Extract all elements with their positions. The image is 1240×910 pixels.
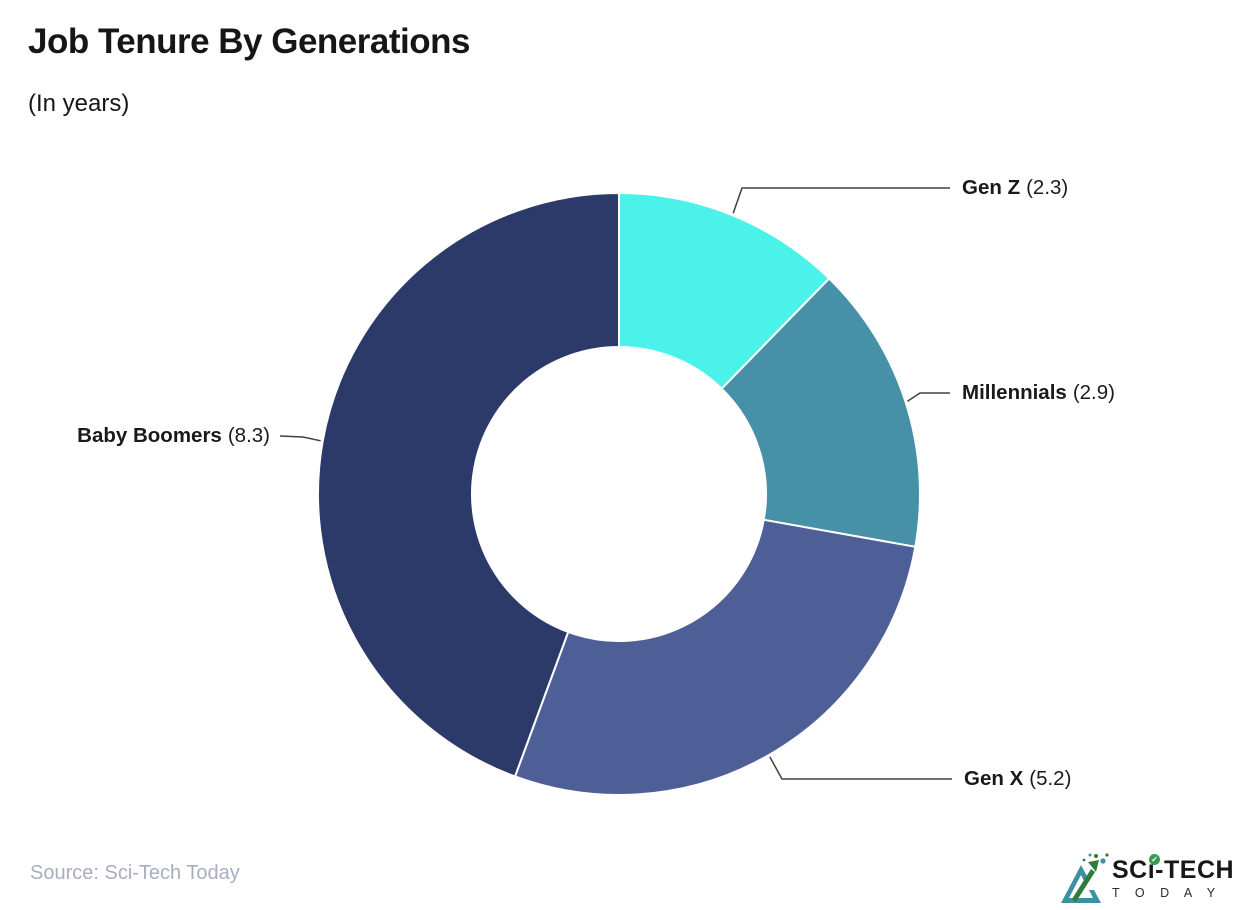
donut-slice-millennials xyxy=(720,277,921,548)
chart-title: Job Tenure By Generations xyxy=(28,22,470,61)
slice-label: Gen Z xyxy=(962,176,1021,199)
source-attribution: Source: Sci-Tech Today xyxy=(30,862,240,884)
logo-arrow-head xyxy=(1088,860,1099,872)
slice-label: Millennials xyxy=(962,381,1067,404)
callout-line-gen-z xyxy=(732,187,950,214)
callout-label-gen-z: Gen Z2.3 xyxy=(962,174,1068,202)
donut-slice-gen-z xyxy=(618,192,831,390)
logo-dot xyxy=(1105,853,1109,857)
callout-label-millennials: Millennials 2.9 xyxy=(962,379,1115,407)
sci-tech-logo-mark-icon xyxy=(1061,853,1109,903)
donut-slice-gen-x xyxy=(514,518,917,796)
slice-value: 2.9 xyxy=(1073,381,1115,404)
slice-value: 5.2 xyxy=(1029,767,1071,790)
slice-value: 8.3 xyxy=(228,424,270,447)
logo-dot xyxy=(1094,854,1098,858)
callout-label-baby-boomers: Baby Boomers 8.3 xyxy=(30,422,270,450)
callout-line-millennials xyxy=(907,392,950,402)
logo-brand-sub: T O D A Y xyxy=(1112,886,1222,900)
callout-label-gen-x: Gen X5.2 xyxy=(964,765,1071,793)
sci-tech-today-logo: SCi-TECH ✓ T O D A Y xyxy=(1060,851,1238,907)
logo-brand-name: SCi-TECH xyxy=(1112,856,1235,884)
logo-dot xyxy=(1082,858,1086,862)
logo-dot xyxy=(1088,853,1092,857)
logo-check-icon: ✓ xyxy=(1149,854,1160,865)
slice-label: Gen X xyxy=(964,767,1024,790)
slice-value: 2.3 xyxy=(1026,176,1068,199)
logo-wordmark: SCi-TECH ✓ T O D A Y xyxy=(1112,854,1235,901)
logo-arrow-shaft xyxy=(1072,869,1095,902)
slice-label: Baby Boomers xyxy=(77,424,222,447)
callout-line-baby-boomers xyxy=(279,435,321,442)
logo-triangle xyxy=(1061,865,1101,903)
donut-slice-baby-boomers xyxy=(317,192,620,778)
chart-subtitle: (In years) xyxy=(28,90,130,117)
callout-line-gen-x xyxy=(769,756,952,780)
logo-dot xyxy=(1100,858,1106,864)
